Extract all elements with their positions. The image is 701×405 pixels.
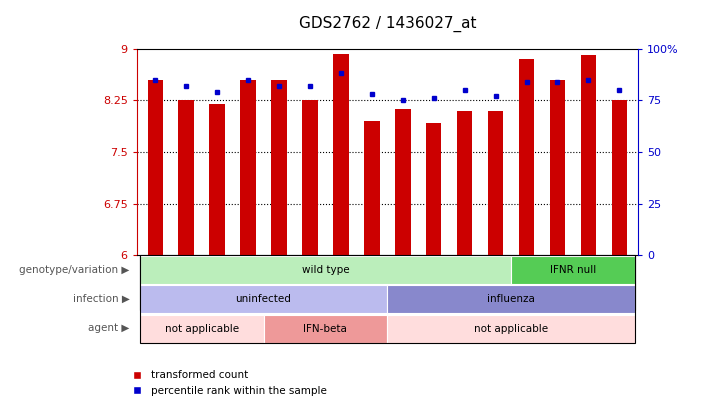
Text: agent ▶: agent ▶	[88, 323, 130, 333]
Bar	[395, 109, 411, 255]
Bar	[550, 79, 565, 255]
Text: not applicable: not applicable	[474, 324, 548, 334]
Bar	[364, 121, 379, 255]
Text: IFN-beta: IFN-beta	[304, 324, 348, 334]
Bar	[488, 111, 503, 255]
Bar	[426, 123, 442, 255]
Text: wild type: wild type	[301, 265, 349, 275]
Text: infection ▶: infection ▶	[73, 294, 130, 304]
Bar	[210, 104, 225, 255]
Text: genotype/variation ▶: genotype/variation ▶	[20, 265, 130, 275]
Bar	[271, 79, 287, 255]
Bar	[519, 59, 534, 255]
Text: uninfected: uninfected	[236, 294, 292, 305]
Bar	[147, 79, 163, 255]
Legend: transformed count, percentile rank within the sample: transformed count, percentile rank withi…	[128, 366, 331, 400]
Text: influenza: influenza	[487, 294, 535, 305]
Bar	[580, 55, 596, 255]
Bar	[302, 100, 318, 255]
Text: not applicable: not applicable	[165, 324, 239, 334]
Text: GDS2762 / 1436027_at: GDS2762 / 1436027_at	[299, 16, 476, 32]
Text: IFNR null: IFNR null	[550, 265, 596, 275]
Bar	[457, 111, 472, 255]
Bar	[240, 79, 256, 255]
Bar	[611, 100, 627, 255]
Bar	[333, 54, 348, 255]
Bar	[179, 100, 194, 255]
